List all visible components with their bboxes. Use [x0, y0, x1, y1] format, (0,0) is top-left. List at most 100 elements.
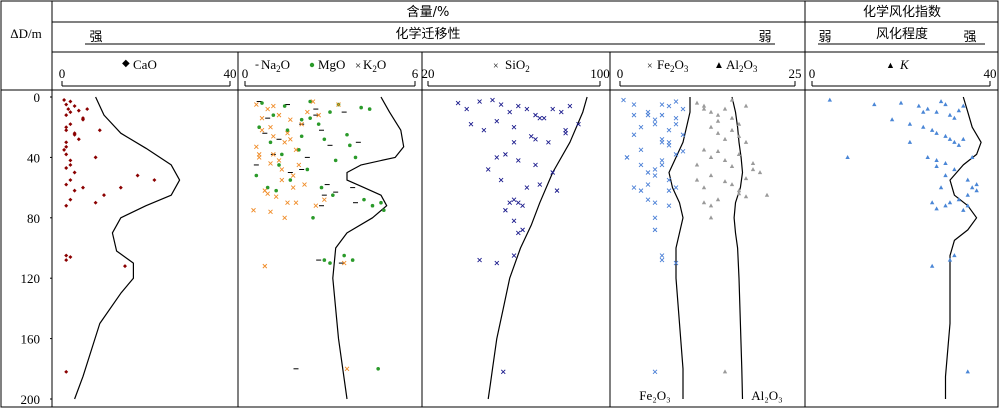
k2o-point	[285, 200, 290, 206]
al2o3-point	[708, 124, 714, 129]
mgo-point	[257, 125, 261, 129]
k-point	[965, 192, 970, 197]
k-point	[952, 115, 957, 120]
curve-label-al2o3: Al₂O₃	[751, 388, 782, 403]
k-point	[974, 188, 979, 193]
al2o3-point	[694, 162, 700, 167]
al2o3-point	[729, 182, 735, 187]
mgo-point	[288, 178, 293, 182]
k-point	[921, 109, 926, 114]
sio2-point	[455, 100, 461, 106]
sio2-point	[503, 152, 508, 157]
al2o3-point	[708, 155, 714, 159]
cao-point	[62, 147, 67, 152]
migration-strong-label: 强	[89, 30, 102, 45]
al2o3-point	[729, 97, 735, 102]
sio2-point	[477, 99, 482, 104]
al2o3-point	[722, 179, 728, 184]
k-point	[947, 136, 953, 141]
legend-na2o-marker: -	[255, 57, 259, 71]
cao-point	[68, 255, 73, 260]
al2o3-point	[708, 215, 714, 220]
k2o-point	[341, 260, 347, 266]
legend-fe2o3-al2o3: × Fe2O3 ▲ Al2O3	[647, 57, 758, 74]
fe2o3-point	[666, 139, 672, 145]
fe2o3-point	[673, 152, 679, 157]
fe2o3-point	[638, 188, 644, 193]
k-point	[970, 185, 975, 190]
cao-point	[76, 137, 81, 142]
fe2o3-point	[659, 112, 665, 118]
mgo-point	[353, 155, 358, 160]
cao-point	[118, 185, 123, 190]
sio2-point	[524, 106, 530, 112]
x-tick-label: 0	[617, 66, 624, 81]
sio2-point	[511, 197, 517, 202]
cao-point	[64, 102, 69, 107]
sio2-point	[481, 127, 487, 133]
k-point	[956, 142, 962, 147]
cao-point	[68, 99, 73, 104]
legend-al2o3-label: Al2O3	[726, 57, 758, 74]
k-point	[952, 253, 957, 258]
fe2o3-point	[659, 139, 665, 145]
legend-cao: ◆ CaO	[122, 57, 157, 72]
k2o-point	[288, 136, 293, 142]
mgo-point	[348, 143, 352, 148]
sio2-point	[533, 162, 538, 168]
fe2o3-point	[666, 188, 672, 193]
k2o-point	[256, 152, 262, 157]
legend-na2o-label: Na2O	[261, 57, 290, 74]
k2o-point	[251, 207, 256, 213]
mgo-point	[305, 167, 310, 172]
fe2o3-point	[666, 127, 672, 133]
al2o3-point	[722, 369, 728, 374]
k-point	[934, 164, 939, 169]
k2o-point	[290, 185, 296, 190]
sio2-point	[537, 182, 543, 187]
cao-point	[135, 173, 140, 178]
k-point	[943, 203, 948, 208]
k2o-point	[299, 121, 304, 127]
trend-curve	[944, 96, 982, 399]
k2o-point	[268, 209, 273, 215]
k-point	[952, 167, 957, 172]
fe2o3-point	[666, 103, 672, 109]
mgo-point	[299, 117, 304, 122]
sio2-point	[558, 109, 564, 115]
trend-curve	[74, 96, 181, 400]
k-point	[934, 158, 939, 163]
fe2o3-point	[631, 102, 637, 107]
k2o-point	[293, 147, 299, 153]
cao-point	[72, 104, 77, 109]
al2o3-point	[736, 188, 742, 193]
mgo-point	[333, 158, 338, 163]
fe2o3-point	[680, 149, 686, 154]
series-na2o	[253, 101, 361, 370]
cao-point	[64, 182, 69, 187]
fe2o3-point	[659, 158, 665, 163]
index-title: 化学风化指数	[863, 4, 941, 20]
mgo-point	[322, 258, 327, 262]
k2o-point	[285, 130, 290, 136]
k-point	[952, 139, 957, 144]
k-point	[961, 136, 966, 141]
k-point	[938, 99, 944, 104]
cao-point	[81, 117, 85, 122]
fe2o3-point	[631, 132, 637, 138]
fe2o3-point	[621, 97, 626, 103]
mgo-point	[376, 367, 380, 371]
al2o3-point	[729, 127, 735, 132]
sio2-point	[500, 369, 506, 375]
cao-point	[85, 107, 90, 112]
k2o-point	[271, 103, 276, 109]
fe2o3-point	[652, 215, 658, 221]
fe2o3-point	[631, 185, 637, 190]
sio2-point	[563, 127, 568, 133]
cao-point	[76, 108, 81, 113]
k-point	[943, 161, 948, 166]
mgo-point	[350, 258, 355, 262]
al2o3-point	[736, 121, 742, 126]
sio2-point	[520, 203, 525, 209]
